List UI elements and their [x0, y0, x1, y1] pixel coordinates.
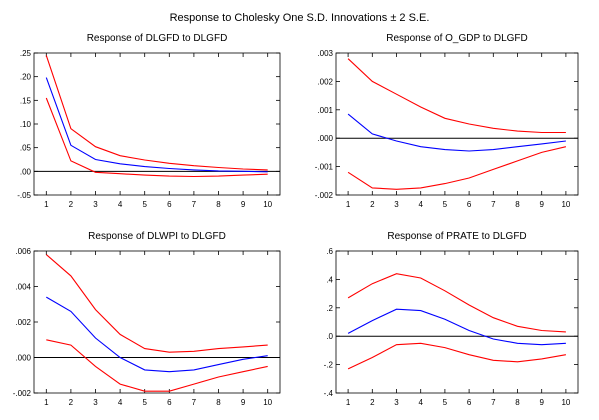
x-tick-label: 6 [167, 398, 172, 407]
x-tick-label: 4 [418, 398, 423, 407]
lower-band-line [46, 339, 268, 392]
x-tick-label: 10 [561, 398, 570, 407]
x-tick-label: 9 [241, 398, 246, 407]
x-tick-label: 6 [467, 398, 472, 407]
x-tick-label: 9 [241, 200, 246, 209]
x-tick-label: 3 [394, 398, 399, 407]
lower-band-line [347, 146, 567, 190]
irf-panel-3: Response of DLWPI to DLGFD .006 .004 .002 .0… [13, 231, 281, 407]
irf-panel-2: Response of O_GDP to DLGFD .003 .002 .001 .0… [315, 33, 579, 209]
x-tick-label: 5 [443, 200, 448, 209]
irf-panel-1: Response of DLGFD to DLGFD .25 .20 .15 .10 .0… [17, 33, 281, 209]
y-tick-label: -.2 [324, 361, 334, 370]
y-tick-label: -.002 [13, 389, 32, 398]
x-tick-label: 9 [539, 398, 544, 407]
panel-title: Response of O_GDP to DLGFD [386, 33, 528, 44]
y-tick-label: .001 [317, 106, 333, 115]
x-tick-label: 2 [69, 398, 74, 407]
x-tick-label: 8 [216, 398, 221, 407]
y-tick-label: .10 [20, 120, 32, 129]
figure-title: Response to Cholesky One S.D. Innovation… [170, 12, 430, 24]
y-tick-label: .000 [15, 354, 31, 363]
y-tick-label: .2 [326, 304, 333, 313]
response-line [347, 308, 566, 346]
y-tick-label: .15 [20, 96, 32, 105]
x-tick-label: 8 [515, 398, 520, 407]
y-tick-label: .20 [20, 73, 32, 82]
y-tick-label: .004 [15, 283, 31, 292]
y-tick-label: .006 [15, 247, 31, 256]
y-tick-label: .002 [15, 318, 31, 327]
upper-band-line [45, 55, 268, 171]
x-tick-label: 6 [167, 200, 172, 209]
x-tick-label: 7 [192, 200, 197, 209]
x-tick-label: 8 [515, 200, 520, 209]
x-tick-label: 10 [561, 200, 570, 209]
x-tick-label: 8 [216, 200, 221, 209]
x-tick-label: 5 [142, 200, 147, 209]
y-tick-label: -.001 [315, 163, 334, 172]
x-tick-label: 1 [44, 200, 49, 209]
x-tick-label: 1 [346, 200, 351, 209]
x-tick-label: 3 [394, 200, 399, 209]
panel-title: Response of DLWPI to DLGFD [88, 231, 226, 242]
x-tick-label: 3 [93, 398, 98, 407]
lower-band-line [45, 97, 268, 178]
upper-band-line [45, 254, 268, 353]
x-tick-label: 5 [142, 398, 147, 407]
panel-title: Response of PRATE to DLGFD [387, 231, 526, 242]
x-tick-label: 7 [192, 398, 197, 407]
y-tick-label: .002 [317, 77, 333, 86]
x-tick-label: 7 [491, 200, 496, 209]
y-tick-label: .0 [326, 332, 333, 341]
x-tick-label: 10 [263, 200, 272, 209]
response-line [46, 296, 268, 373]
y-tick-label: -.002 [315, 191, 334, 200]
x-tick-label: 7 [491, 398, 496, 407]
x-tick-label: 1 [44, 398, 49, 407]
y-tick-label: -.05 [17, 191, 31, 200]
panels: Response of DLGFD to DLGFD.25.20.15.10.0… [13, 33, 579, 407]
lower-band-line [347, 342, 566, 370]
response-line [45, 77, 268, 173]
plot-frame [335, 250, 579, 394]
x-tick-label: 2 [370, 200, 375, 209]
y-tick-label: .003 [317, 49, 333, 58]
y-tick-label: .000 [317, 134, 333, 143]
x-tick-label: 4 [118, 398, 123, 407]
x-tick-label: 1 [346, 398, 351, 407]
y-tick-label: .6 [326, 247, 333, 256]
upper-band-line [347, 58, 566, 134]
y-tick-label: -.4 [324, 389, 334, 398]
y-tick-label: .05 [20, 144, 32, 153]
y-tick-label: .4 [326, 275, 333, 284]
x-tick-label: 4 [418, 200, 423, 209]
response-line [347, 113, 566, 152]
x-tick-label: 2 [370, 398, 375, 407]
x-tick-label: 2 [69, 200, 74, 209]
x-tick-label: 5 [443, 398, 448, 407]
irf-panel-4: Response of PRATE to DLGFD .6 .4 .2 .0 -.2 -.4… [324, 231, 579, 407]
plot-frame [335, 52, 579, 196]
x-tick-label: 9 [539, 200, 544, 209]
panel-title: Response of DLGFD to DLGFD [87, 33, 228, 44]
x-tick-label: 4 [118, 200, 123, 209]
x-tick-label: 10 [263, 398, 272, 407]
y-tick-label: .25 [20, 49, 32, 58]
x-tick-label: 6 [467, 200, 472, 209]
upper-band-line [347, 273, 566, 333]
x-tick-label: 3 [93, 200, 98, 209]
y-tick-label: .00 [20, 167, 32, 176]
